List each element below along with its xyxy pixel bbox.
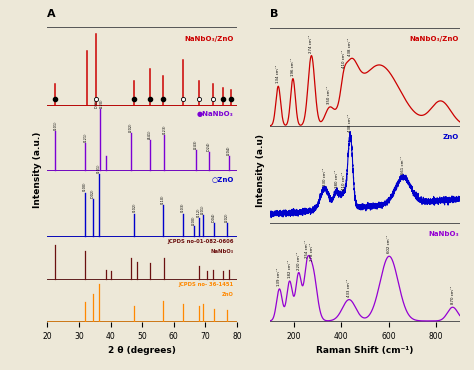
Text: 278 cm⁻¹: 278 cm⁻¹ xyxy=(310,243,314,261)
Text: (103): (103) xyxy=(181,203,185,212)
Text: 196 cm⁻¹: 196 cm⁻¹ xyxy=(291,58,295,76)
Y-axis label: Intensity (a.u.): Intensity (a.u.) xyxy=(33,132,42,208)
Text: NaNbO₃: NaNbO₃ xyxy=(428,231,459,237)
Text: NaNbO₃/ZnO: NaNbO₃/ZnO xyxy=(184,36,234,42)
Text: 410 cm⁻¹: 410 cm⁻¹ xyxy=(342,50,346,68)
Text: (031)
(220): (031) (220) xyxy=(95,98,104,108)
Text: ●NaNbO₃: ●NaNbO₃ xyxy=(197,111,234,117)
Text: (243): (243) xyxy=(194,139,198,149)
Text: 602 cm⁻¹: 602 cm⁻¹ xyxy=(387,235,391,253)
Text: ZnO: ZnO xyxy=(442,134,459,139)
Text: 380 cm⁻¹: 380 cm⁻¹ xyxy=(335,170,338,188)
Text: 433 cm⁻¹: 433 cm⁻¹ xyxy=(347,279,351,297)
Text: 330 cm⁻¹: 330 cm⁻¹ xyxy=(323,167,327,186)
X-axis label: Raman Shift (cm⁻¹): Raman Shift (cm⁻¹) xyxy=(316,346,414,355)
Text: 410 cm⁻¹: 410 cm⁻¹ xyxy=(342,171,346,189)
Text: (204): (204) xyxy=(227,145,231,155)
Text: B: B xyxy=(270,9,279,18)
Text: 254 cm⁻¹: 254 cm⁻¹ xyxy=(305,240,309,258)
Text: NaNbO₃/ZnO: NaNbO₃/ZnO xyxy=(409,36,459,42)
Text: (004): (004) xyxy=(211,212,216,222)
Text: (202): (202) xyxy=(129,123,133,132)
Text: 661 cm⁻¹: 661 cm⁻¹ xyxy=(401,156,405,174)
Text: A: A xyxy=(47,9,56,18)
Text: (024): (024) xyxy=(207,142,210,151)
Text: JCPDS no- 36-1451: JCPDS no- 36-1451 xyxy=(179,282,234,287)
Text: JCPDS no-01-082-0606: JCPDS no-01-082-0606 xyxy=(167,239,234,244)
Text: 220 cm⁻¹: 220 cm⁻¹ xyxy=(297,251,301,270)
Text: NaNbO₃: NaNbO₃ xyxy=(211,249,234,254)
Text: (201): (201) xyxy=(201,205,205,214)
Text: 438 cm⁻¹: 438 cm⁻¹ xyxy=(348,114,352,132)
Text: (101): (101) xyxy=(97,164,100,173)
Text: (121): (121) xyxy=(83,133,87,142)
Text: (202): (202) xyxy=(225,212,229,222)
Text: 139 cm⁻¹: 139 cm⁻¹ xyxy=(277,268,282,286)
Text: ○ZnO: ○ZnO xyxy=(211,176,234,182)
Text: 350 cm⁻¹: 350 cm⁻¹ xyxy=(328,86,331,104)
Text: (441): (441) xyxy=(148,129,152,138)
Text: (002): (002) xyxy=(91,188,95,198)
Text: 134 cm⁻¹: 134 cm⁻¹ xyxy=(276,65,280,83)
Text: ZnO: ZnO xyxy=(222,292,234,297)
Text: (200): (200) xyxy=(192,216,196,225)
Y-axis label: Intensity (a.u): Intensity (a.u) xyxy=(255,134,264,207)
Text: 870 cm⁻¹: 870 cm⁻¹ xyxy=(451,286,455,304)
Text: (112): (112) xyxy=(197,207,201,217)
Text: (101): (101) xyxy=(53,120,57,130)
Text: 182 cm⁻¹: 182 cm⁻¹ xyxy=(288,260,292,278)
Text: 274 cm⁻¹: 274 cm⁻¹ xyxy=(310,34,313,53)
Text: (123): (123) xyxy=(162,125,166,134)
X-axis label: 2 θ (degrees): 2 θ (degrees) xyxy=(108,346,176,355)
Text: 438 cm⁻¹: 438 cm⁻¹ xyxy=(348,38,352,56)
Text: (102): (102) xyxy=(132,203,137,212)
Text: (100): (100) xyxy=(82,182,87,191)
Text: (110): (110) xyxy=(161,195,165,204)
